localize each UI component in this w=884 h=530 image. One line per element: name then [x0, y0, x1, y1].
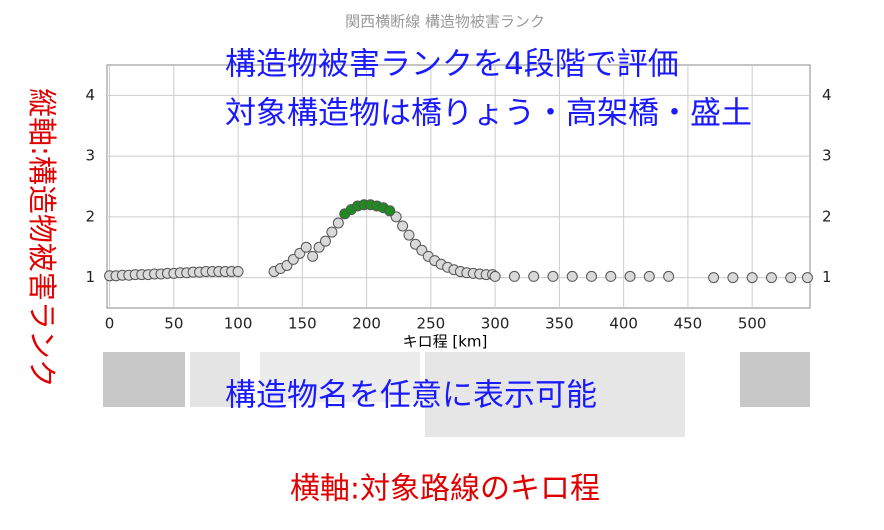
x-tick-label: 200	[352, 315, 381, 333]
point	[624, 270, 636, 282]
annotation: 横軸:対象路線のキロ程	[290, 472, 600, 507]
point	[547, 270, 559, 282]
point	[332, 217, 344, 229]
y-tick-label: 4	[85, 86, 95, 104]
point	[566, 270, 578, 282]
annotation: 構造物被害ランクを4段階で評価	[225, 47, 679, 83]
point	[489, 270, 501, 282]
x-tick-label: 50	[164, 315, 183, 333]
point	[643, 270, 655, 282]
point	[326, 226, 338, 238]
point	[605, 270, 617, 282]
x-tick-label: 150	[288, 315, 317, 333]
point	[384, 205, 396, 217]
point	[528, 270, 540, 282]
point	[663, 270, 675, 282]
x-tick-label: 500	[738, 315, 767, 333]
point	[785, 272, 797, 284]
x-tick-label: 0	[105, 315, 115, 333]
point	[801, 272, 813, 284]
x-tick-label: 300	[481, 315, 510, 333]
point	[403, 229, 415, 241]
x-tick-label: 450	[674, 315, 703, 333]
y-tick-label: 1	[85, 268, 95, 286]
y-tick-label: 3	[85, 147, 95, 165]
y-tick-label: 4	[822, 86, 832, 104]
point	[232, 266, 244, 278]
point	[765, 272, 777, 284]
point	[746, 272, 758, 284]
structure-names	[103, 352, 810, 437]
y-tick-label: 2	[822, 207, 832, 225]
x-axis-label: キロ程 [km]	[403, 333, 488, 351]
x-tick-label: 250	[417, 315, 446, 333]
chart-title: 関西横断線 構造物被害ランク	[345, 13, 545, 31]
point	[319, 235, 331, 247]
y-tick-label: 2	[85, 207, 95, 225]
y-tick-label: 1	[822, 268, 832, 286]
point	[300, 241, 312, 253]
annotation: 構造物名を任意に表示可能	[225, 378, 597, 414]
point	[307, 250, 319, 262]
point	[708, 272, 720, 284]
annotation: 対象構造物は橋りょう・高架橋・盛土	[225, 96, 752, 132]
x-tick-label: 100	[224, 315, 253, 333]
y-tick-label: 3	[822, 147, 832, 165]
point	[508, 270, 520, 282]
x-tick-label: 400	[609, 315, 638, 333]
point	[397, 220, 409, 232]
annotation: 縦軸:構造物被害ランク	[25, 88, 59, 388]
x-tick-label: 350	[545, 315, 574, 333]
point	[727, 272, 739, 284]
point	[586, 270, 598, 282]
